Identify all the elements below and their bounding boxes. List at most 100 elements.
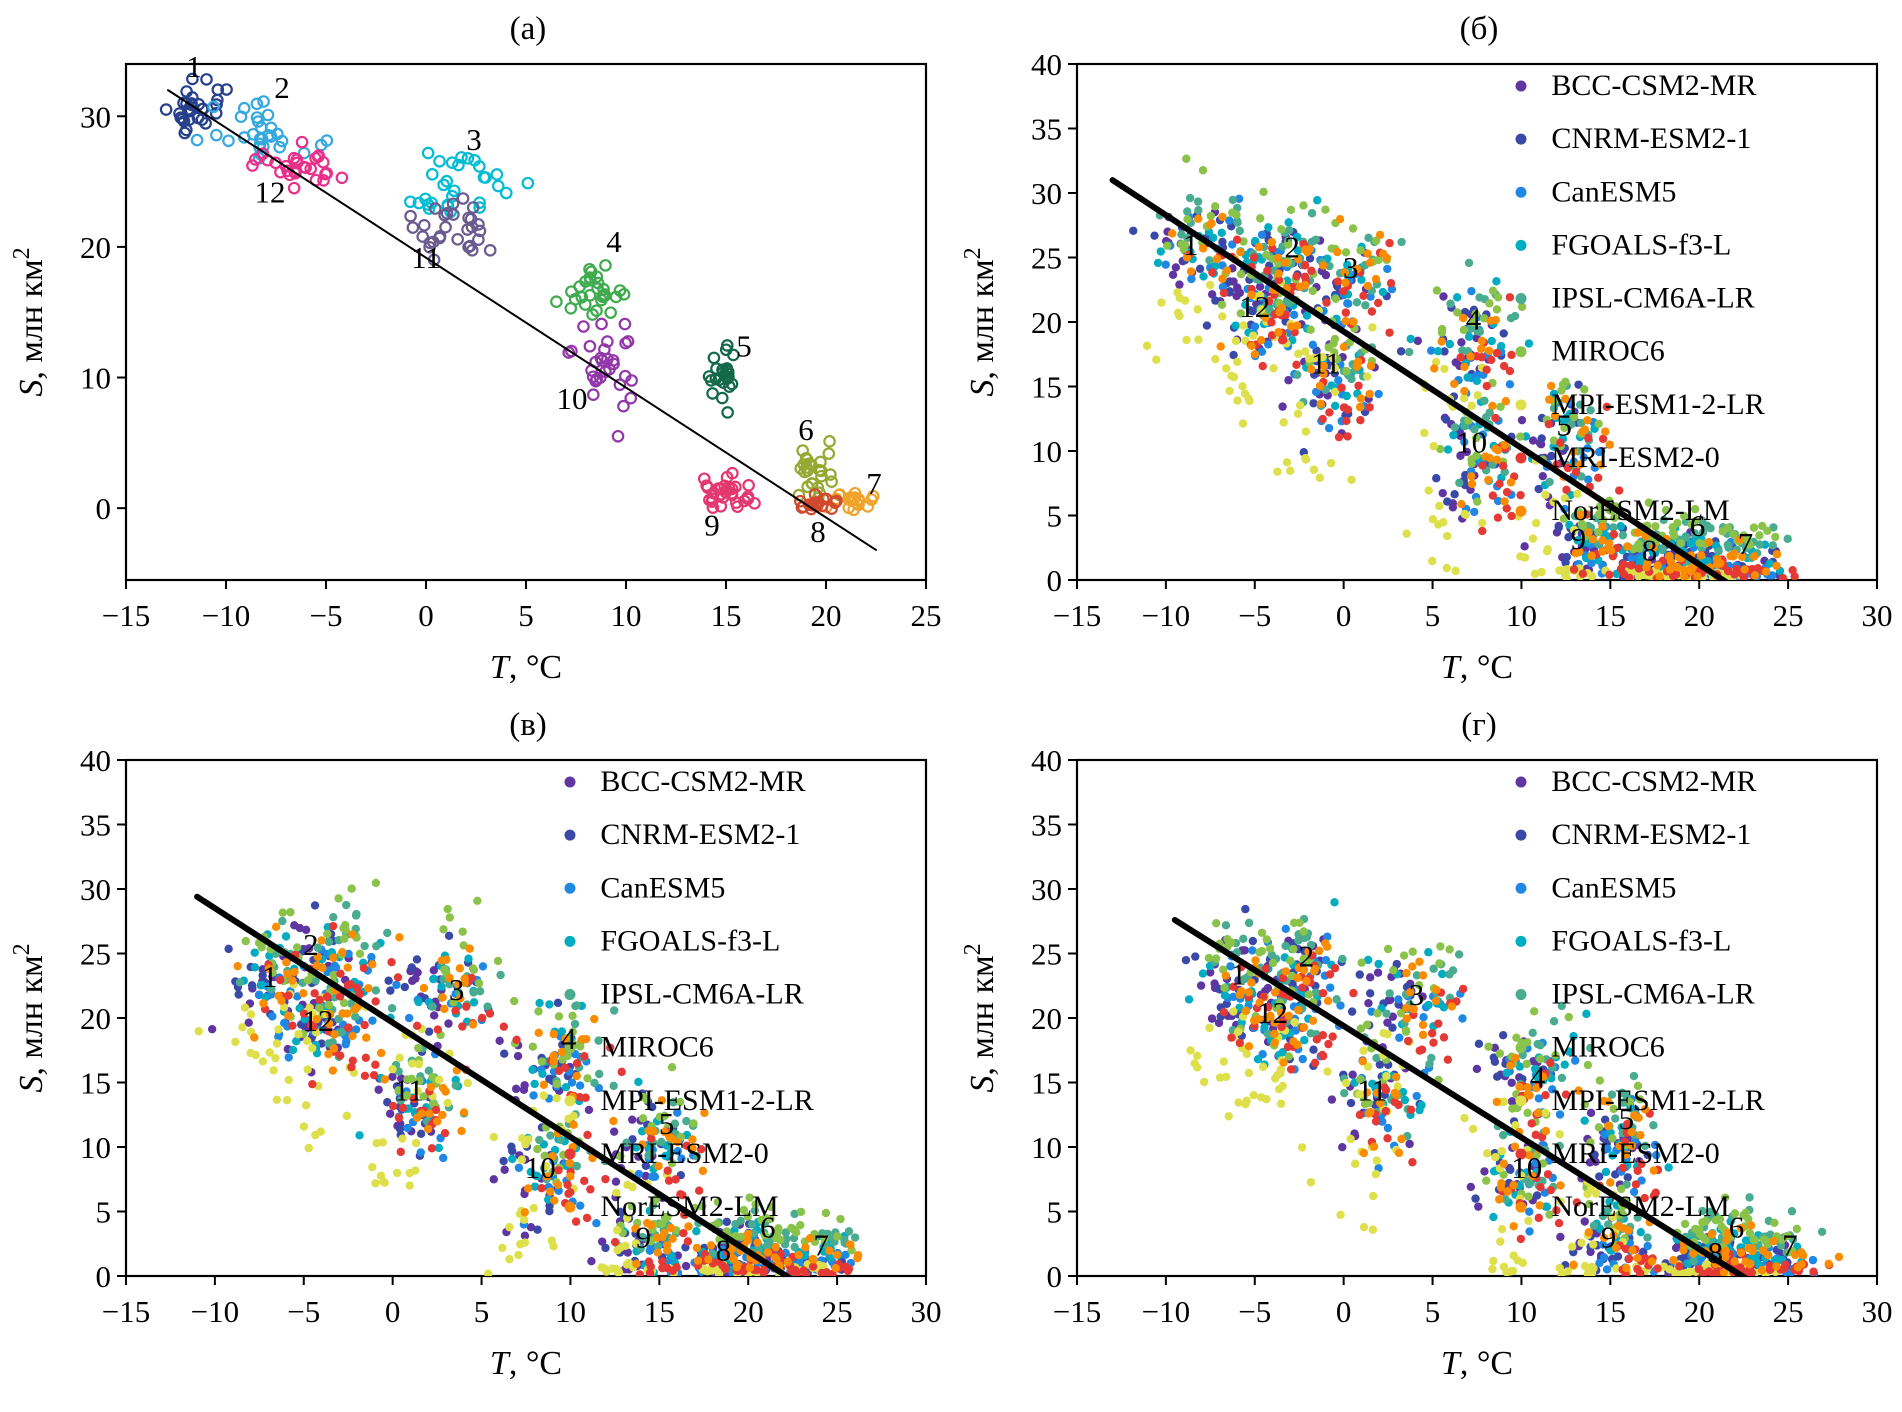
panel-g-title: (г) [1461, 707, 1497, 743]
svg-text:S, млн км2: S, млн км2 [960, 247, 1001, 396]
svg-text:T, °C: T, °C [1440, 1345, 1512, 1382]
month-label-2: 2 [1284, 230, 1300, 265]
svg-text:35: 35 [1031, 112, 1062, 147]
legend-dot-MIROC6 [1515, 1042, 1526, 1054]
month-label-9: 9 [704, 508, 720, 543]
svg-text:20: 20 [80, 230, 111, 265]
legend-label-MRI-ESM2-0: MRI-ESM2-0 [1551, 1137, 1719, 1170]
svg-text:10: 10 [1505, 598, 1536, 633]
legend-dot-CNRM-ESM2-1 [1515, 133, 1526, 145]
legend-dot-MIROC6 [564, 1042, 575, 1054]
month-label-12: 12 [1239, 289, 1270, 324]
legend-dot-MPI-ESM1-2-LR [1515, 1095, 1526, 1107]
legend-dot-NorESM2-LM [1515, 1201, 1526, 1213]
legend-label-CNRM-ESM2-1: CNRM-ESM2-1 [1551, 818, 1751, 851]
svg-text:30: 30 [1031, 872, 1062, 907]
month-label-1: 1 [1231, 956, 1247, 991]
svg-text:T, °C: T, °C [489, 1345, 561, 1382]
legend-dot-NorESM2-LM [1515, 505, 1526, 517]
legend-dot-FGOALS-f3-L [564, 935, 575, 947]
svg-text:5: 5 [1424, 598, 1440, 633]
panel-g: (г) −15 −10 −5 0 5 10 15 20 25 30 0 5 10 15 20 25 30 35 40… [951, 702, 1902, 1388]
svg-text:15: 15 [1594, 1294, 1625, 1329]
month-label-9: 9 [635, 1220, 651, 1255]
legend-dot-NorESM2-LM [564, 1201, 575, 1213]
month-label-2: 2 [303, 927, 319, 962]
svg-text:10: 10 [80, 1130, 111, 1165]
svg-text:25: 25 [910, 598, 941, 633]
svg-text:−5: −5 [1238, 1294, 1271, 1329]
month-label-5: 5 [1618, 1101, 1634, 1136]
month-label-3: 3 [448, 972, 464, 1007]
svg-text:10: 10 [610, 598, 641, 633]
svg-text:15: 15 [643, 1294, 674, 1329]
svg-text:15: 15 [710, 598, 741, 633]
svg-text:15: 15 [1031, 370, 1062, 405]
legend-label-FGOALS-f3-L: FGOALS-f3-L [1551, 924, 1731, 957]
legend-dot-CNRM-ESM2-1 [564, 829, 575, 841]
svg-text:0: 0 [1046, 563, 1062, 598]
svg-text:−15: −15 [101, 598, 149, 633]
svg-text:−15: −15 [1052, 1294, 1100, 1329]
legend-dot-CNRM-ESM2-1 [1515, 829, 1526, 841]
svg-text:5: 5 [1046, 1195, 1062, 1230]
svg-text:−5: −5 [309, 598, 342, 633]
legend-dot-MRI-ESM2-0 [564, 1148, 575, 1160]
panel-v-title: (в) [509, 707, 547, 743]
month-label-12: 12 [302, 1003, 333, 1038]
svg-text:S, млн км2: S, млн км2 [9, 943, 50, 1092]
svg-text:5: 5 [1046, 499, 1062, 534]
legend-label-CNRM-ESM2-1: CNRM-ESM2-1 [600, 818, 800, 851]
legend-label-FGOALS-f3-L: FGOALS-f3-L [1551, 228, 1731, 261]
legend-label-CanESM5: CanESM5 [1551, 175, 1676, 208]
legend-dot-FGOALS-f3-L [1515, 239, 1526, 251]
svg-text:−15: −15 [1052, 598, 1100, 633]
month-label-2: 2 [274, 70, 290, 105]
month-label-8: 8 [715, 1233, 731, 1268]
svg-text:−10: −10 [1141, 598, 1189, 633]
month-label-7: 7 [813, 1227, 829, 1262]
svg-text:10: 10 [1505, 1294, 1536, 1329]
legend-label-BCC-CSM2-MR: BCC-CSM2-MR [1551, 765, 1756, 798]
month-label-11: 11 [411, 240, 441, 275]
legend-label-MPI-ESM1-2-LR: MPI-ESM1-2-LR [1551, 1084, 1764, 1117]
month-label-1: 1 [262, 959, 278, 994]
month-label-8: 8 [1641, 533, 1657, 568]
legend-dot-BCC-CSM2-MR [1515, 776, 1526, 788]
svg-text:25: 25 [821, 1294, 852, 1329]
month-label-6: 6 [1689, 508, 1705, 543]
panel-b-title: (б) [1459, 11, 1499, 47]
month-label-11: 11 [1357, 1073, 1387, 1108]
panel-a-title: (а) [509, 11, 547, 47]
legend-label-MPI-ESM1-2-LR: MPI-ESM1-2-LR [1551, 388, 1764, 421]
svg-text:T, °C: T, °C [1440, 649, 1512, 686]
month-label-4: 4 [560, 1021, 576, 1056]
svg-text:5: 5 [518, 598, 534, 633]
svg-text:T, °C: T, °C [489, 649, 561, 686]
svg-text:S, млн км2: S, млн км2 [960, 943, 1001, 1092]
legend-label-FGOALS-f3-L: FGOALS-f3-L [600, 924, 780, 957]
svg-text:0: 0 [418, 598, 434, 633]
month-label-3: 3 [466, 122, 482, 157]
month-label-9: 9 [1570, 521, 1586, 556]
svg-text:20: 20 [80, 1001, 111, 1036]
legend-label-MRI-ESM2-0: MRI-ESM2-0 [1551, 441, 1719, 474]
svg-text:30: 30 [80, 872, 111, 907]
svg-text:10: 10 [1031, 1130, 1062, 1165]
svg-text:10: 10 [1031, 434, 1062, 469]
legend-dot-MRI-ESM2-0 [1515, 452, 1526, 464]
svg-text:20: 20 [1031, 305, 1062, 340]
legend-label-MPI-ESM1-2-LR: MPI-ESM1-2-LR [600, 1084, 813, 1117]
month-label-7: 7 [866, 466, 882, 501]
svg-text:−10: −10 [1141, 1294, 1189, 1329]
legend-label-NorESM2-LM: NorESM2-LM [600, 1190, 778, 1223]
panel-v: (в) −15 −10 −5 0 5 10 15 20 25 30 0 5 10 15 20 25 30 35 40… [0, 702, 951, 1388]
legend-dot-MPI-ESM1-2-LR [1515, 399, 1526, 411]
legend-dot-IPSL-CM6A-LR [1515, 989, 1526, 1001]
month-label-11: 11 [1310, 346, 1340, 381]
legend-dot-MPI-ESM1-2-LR [564, 1095, 575, 1107]
svg-text:10: 10 [554, 1294, 585, 1329]
svg-text:5: 5 [473, 1294, 489, 1329]
